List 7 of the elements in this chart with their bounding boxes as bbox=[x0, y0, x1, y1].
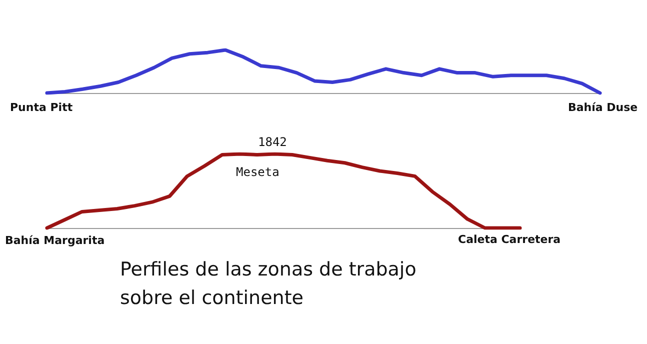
text: 1842 bbox=[258, 135, 287, 149]
text: Perfiles de las zonas de trabajo sobre el continente bbox=[120, 258, 422, 309]
annotation: Meseta bbox=[236, 165, 280, 179]
text: Caleta Carretera bbox=[458, 232, 561, 246]
text: Bahía Margarita bbox=[5, 234, 105, 247]
text: Punta Pitt bbox=[10, 100, 73, 114]
text: Bahía Duse bbox=[568, 100, 638, 114]
